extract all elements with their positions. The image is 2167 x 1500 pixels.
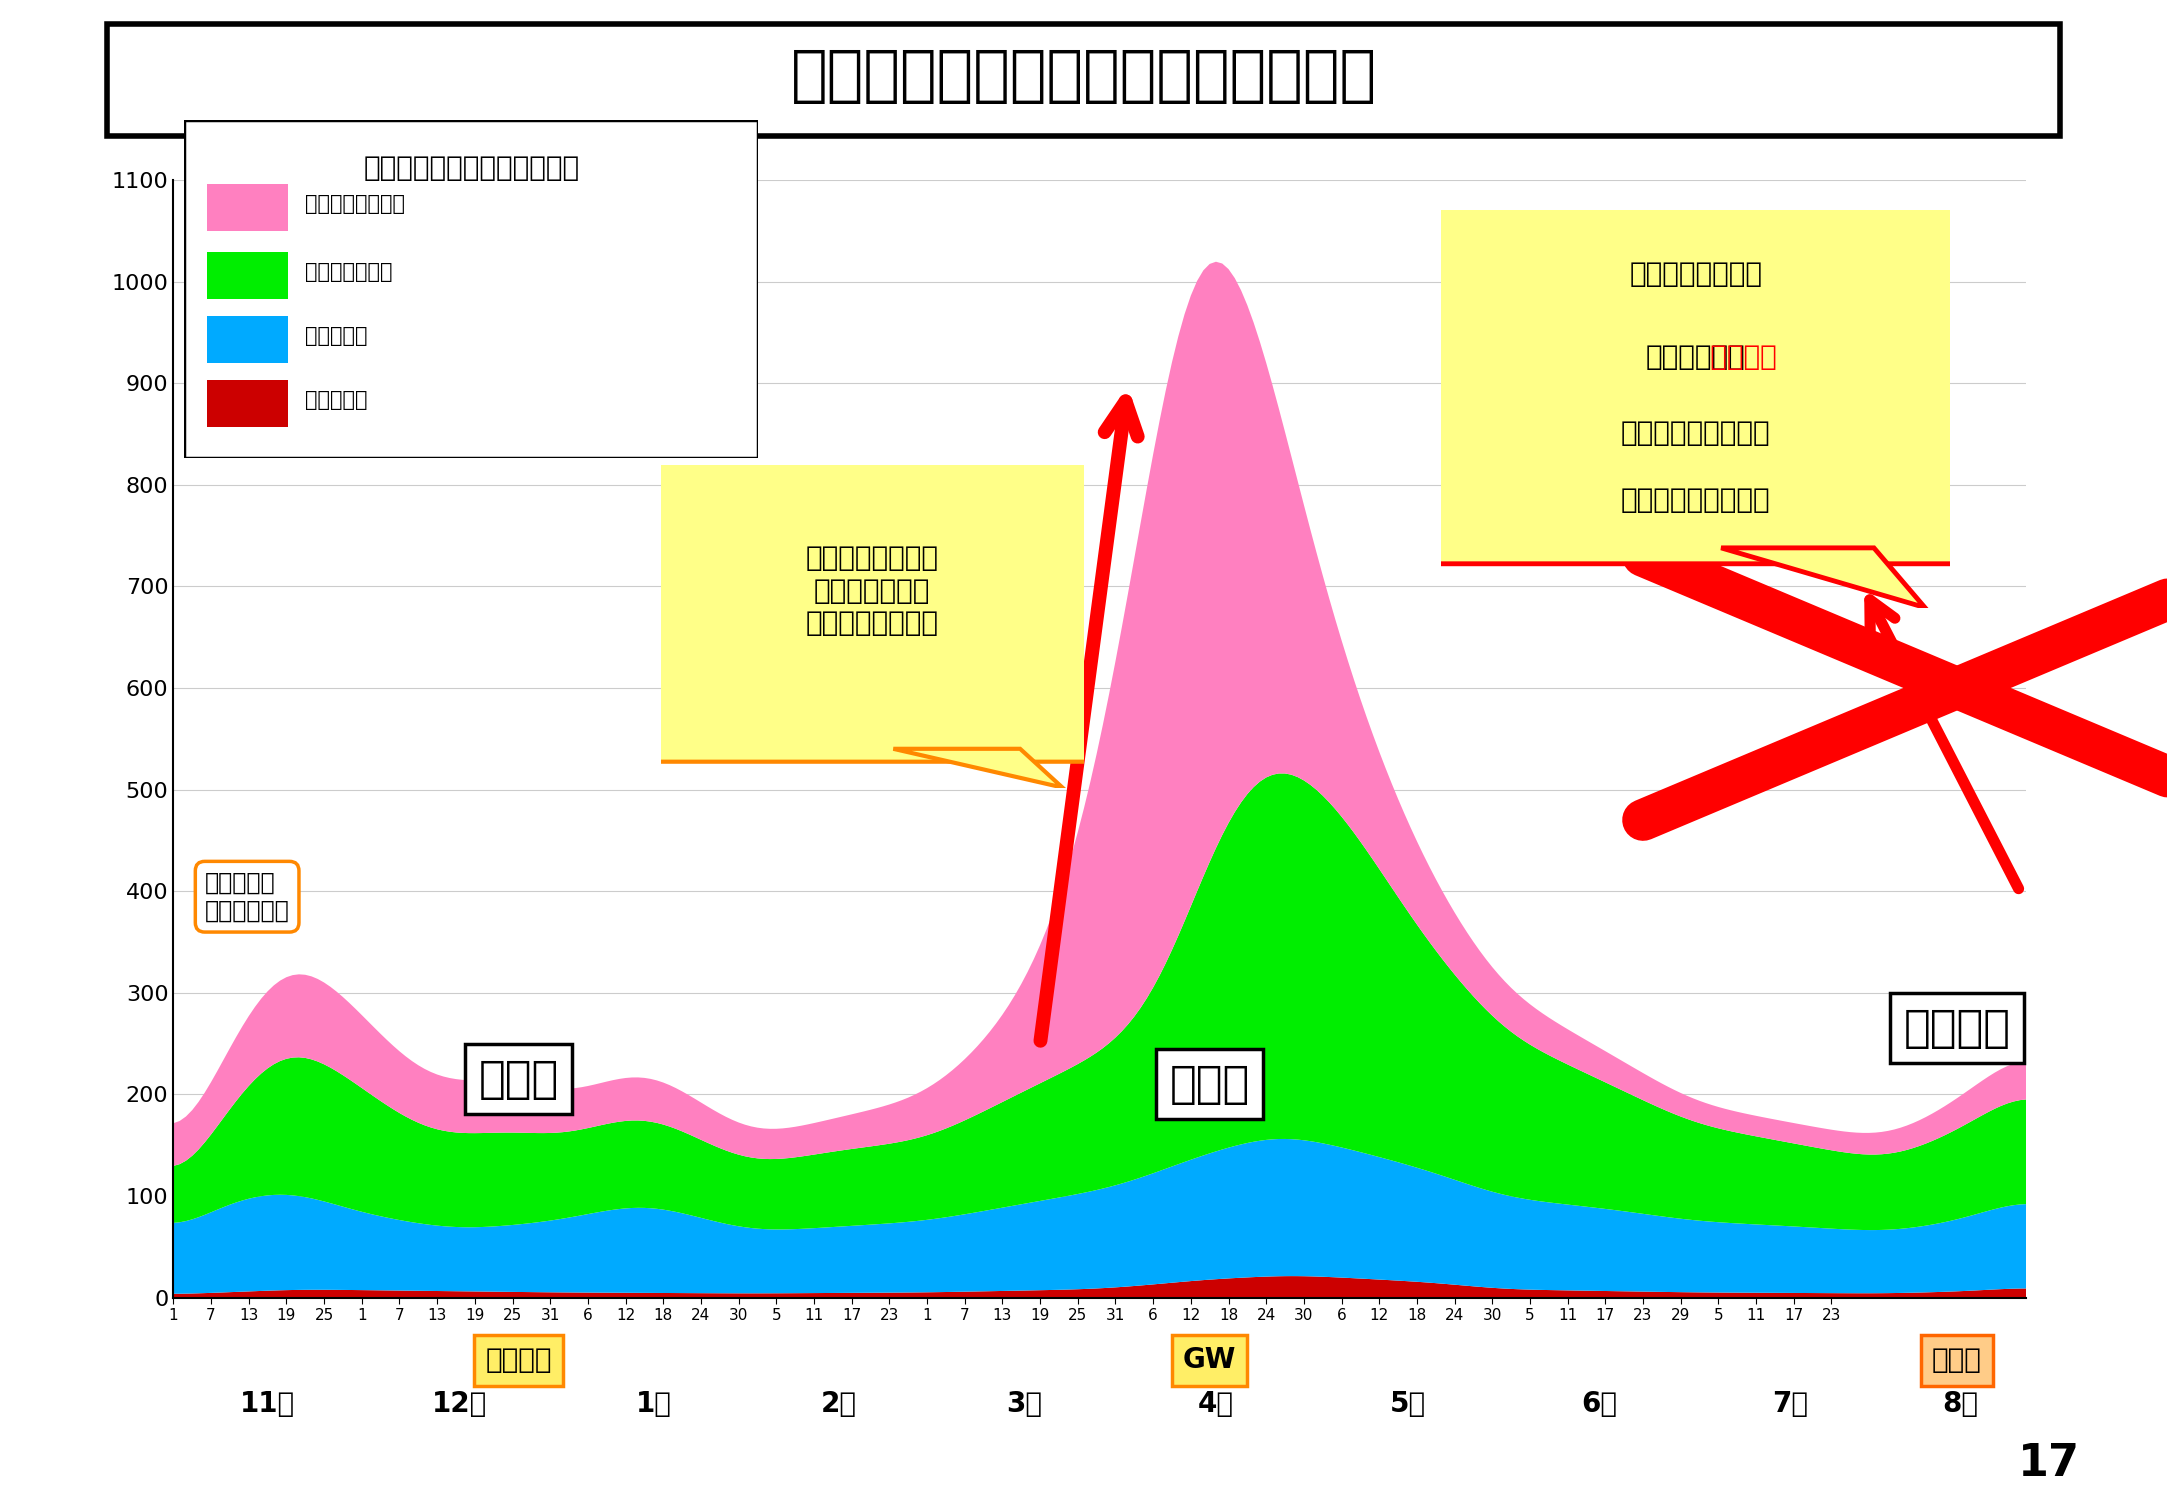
Text: 年末年始: 年末年始	[485, 1347, 553, 1374]
Text: 夏休み: 夏休み	[1933, 1347, 1983, 1374]
FancyBboxPatch shape	[644, 452, 1101, 762]
Text: 8月: 8月	[1942, 1390, 1978, 1417]
Text: 第３波: 第３波	[479, 1058, 559, 1101]
Text: ：宿泊療養者数: ：宿泊療養者数	[306, 262, 392, 282]
Text: 6月: 6月	[1582, 1390, 1617, 1417]
FancyBboxPatch shape	[1422, 194, 1970, 564]
Text: （インド型）による: （インド型）による	[1621, 419, 1770, 447]
Text: デルタ株による感染再拡大の可能性: デルタ株による感染再拡大の可能性	[791, 46, 1376, 105]
Polygon shape	[893, 748, 1062, 788]
Text: 2月: 2月	[821, 1390, 858, 1417]
FancyBboxPatch shape	[184, 120, 758, 457]
Text: 3月: 3月	[1005, 1390, 1042, 1417]
Text: 11月: 11月	[241, 1390, 295, 1417]
FancyBboxPatch shape	[208, 184, 288, 231]
Text: GW: GW	[1183, 1347, 1237, 1374]
Text: アルファ株よりも: アルファ株よりも	[1630, 260, 1762, 288]
Text: 17: 17	[2017, 1442, 2080, 1485]
Text: アルファ株（イギ
リス型）による
急激なリバウンド: アルファ株（イギ リス型）による 急激なリバウンド	[806, 544, 938, 638]
Text: 5月: 5月	[1389, 1390, 1426, 1417]
Text: 感染再拡大の可能性: 感染再拡大の可能性	[1621, 486, 1770, 514]
Text: ：入院待機者等数: ：入院待機者等数	[306, 195, 405, 214]
Text: 12月: 12月	[431, 1390, 488, 1417]
Text: 1月: 1月	[635, 1390, 672, 1417]
Text: 7月: 7月	[1773, 1390, 1809, 1417]
Text: 第５波？: 第５波？	[1903, 1007, 2011, 1050]
FancyBboxPatch shape	[106, 24, 2061, 136]
Polygon shape	[1721, 548, 1924, 608]
Text: 第２波は、
去年の夏休み: 第２波は、 去年の夏休み	[204, 871, 290, 922]
Text: ：入院者数: ：入院者数	[306, 326, 366, 346]
Text: 感染力が強い: 感染力が強い	[1645, 344, 1747, 370]
FancyBboxPatch shape	[208, 380, 288, 427]
Text: ：重症者数: ：重症者数	[306, 390, 366, 410]
FancyBboxPatch shape	[208, 252, 288, 298]
FancyBboxPatch shape	[208, 316, 288, 363]
Text: 第４波: 第４波	[1170, 1062, 1250, 1106]
Text: 4月: 4月	[1198, 1390, 1233, 1417]
Text: デルタ株: デルタ株	[1614, 344, 1777, 370]
Text: 奈良県内の入院者数等の推移: 奈良県内の入院者数等の推移	[364, 154, 579, 182]
